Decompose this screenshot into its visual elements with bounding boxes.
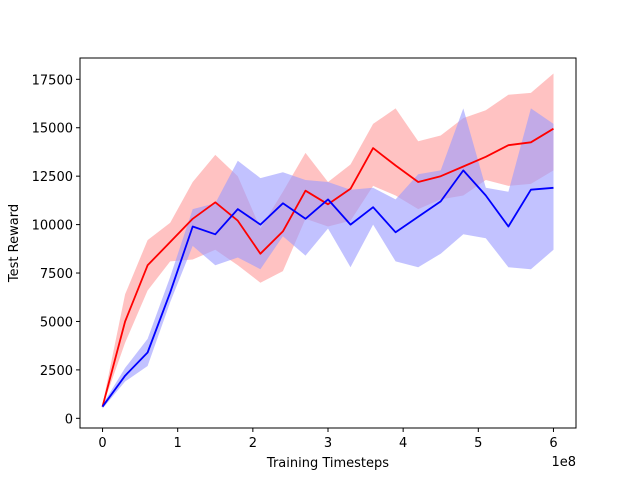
- x-axis-label: Training Timesteps: [266, 456, 389, 471]
- x-axis-offset-label: 1e8: [551, 455, 576, 470]
- x-tick-label: 6: [549, 436, 557, 451]
- y-tick-label: 10000: [32, 219, 73, 234]
- x-axis-ticks: 0 1 2 3 4 5 6: [98, 428, 558, 451]
- series-lines: [101, 127, 554, 408]
- y-tick-label: 15000: [32, 122, 73, 137]
- x-tick-label: 0: [98, 436, 106, 451]
- y-tick-label: 7500: [40, 267, 73, 282]
- red-series-line: [101, 127, 554, 407]
- x-tick-label: 1: [174, 436, 182, 451]
- confidence-bands: [102, 73, 554, 409]
- x-tick-label: 3: [324, 436, 332, 451]
- y-tick-label: 5000: [40, 315, 73, 330]
- blue-series-band: [102, 108, 554, 409]
- y-axis-label: Test Reward: [7, 204, 22, 283]
- y-tick-label: 17500: [32, 73, 73, 88]
- y-tick-label: 2500: [40, 364, 73, 379]
- x-tick-label: 5: [474, 436, 482, 451]
- y-axis-ticks: 0 2500 5000 7500 10000 12500 15000 17500: [32, 73, 80, 427]
- x-tick-label: 4: [399, 436, 407, 451]
- y-tick-label: 12500: [32, 170, 73, 185]
- red-series-band: [102, 73, 554, 407]
- x-tick-label: 2: [249, 436, 257, 451]
- blue-series-line: [101, 169, 554, 408]
- y-tick-label: 0: [65, 412, 73, 427]
